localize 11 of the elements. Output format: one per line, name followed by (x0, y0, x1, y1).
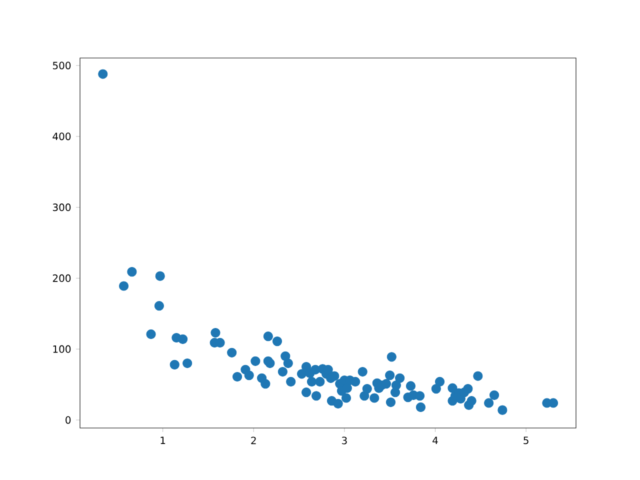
y-tick-label: 200 (52, 274, 71, 282)
x-tick-label: 3 (342, 436, 347, 444)
y-tick-label: 0 (66, 416, 71, 424)
y-tick-label: 100 (53, 345, 71, 353)
y-tick-label: 400 (52, 132, 71, 140)
x-tick-label: 4 (432, 436, 438, 444)
x-tick-label: 2 (251, 436, 256, 444)
y-tick-label: 300 (52, 204, 71, 212)
y-tick-label: 500 (52, 62, 71, 70)
x-tick-label: 1 (160, 436, 166, 444)
x-tick-label: 5 (524, 436, 528, 444)
